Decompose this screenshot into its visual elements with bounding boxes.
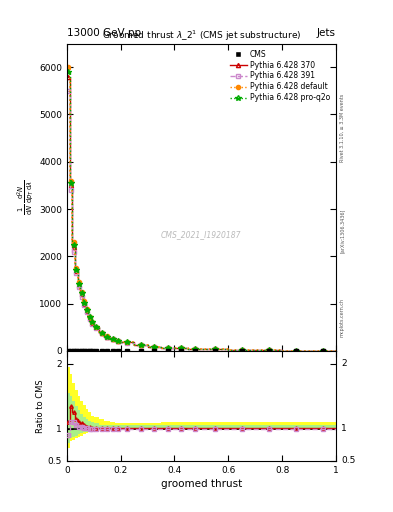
Text: mcplots.cern.ch: mcplots.cern.ch <box>340 298 345 337</box>
Bar <box>88 412 91 432</box>
Bar <box>70 374 72 441</box>
Bar <box>86 409 88 433</box>
Text: 2: 2 <box>342 359 347 369</box>
Bar <box>72 401 75 437</box>
Bar <box>188 422 202 431</box>
Bar <box>115 423 121 431</box>
Bar <box>115 425 121 431</box>
Bar <box>88 421 91 431</box>
Bar <box>202 422 228 431</box>
Bar <box>80 401 83 436</box>
X-axis label: groomed thrust: groomed thrust <box>161 479 242 489</box>
Bar <box>75 406 77 436</box>
Bar <box>110 425 115 431</box>
Bar <box>110 422 115 431</box>
Bar <box>91 416 94 432</box>
Bar <box>148 425 161 431</box>
Text: 1: 1 <box>342 424 347 433</box>
Bar <box>86 419 88 432</box>
Text: Jets: Jets <box>317 28 336 38</box>
Bar <box>77 411 80 434</box>
Bar <box>99 424 105 431</box>
Bar <box>67 367 70 448</box>
Bar <box>228 422 255 431</box>
Bar <box>161 425 174 431</box>
Text: [arXiv:1306.3436]: [arXiv:1306.3436] <box>340 208 345 252</box>
Bar <box>309 422 336 431</box>
Bar <box>255 422 282 431</box>
Bar <box>67 393 70 443</box>
Bar <box>77 396 80 437</box>
Y-axis label: $\frac{1}{\mathrm{d}N}\,\frac{\mathrm{d}^2N}{\mathrm{d}p_T\,\mathrm{d}\lambda}$: $\frac{1}{\mathrm{d}N}\,\frac{\mathrm{d}… <box>15 180 36 215</box>
Bar <box>70 396 72 438</box>
Bar <box>282 425 309 431</box>
Bar <box>94 423 99 431</box>
Bar <box>80 414 83 433</box>
Bar <box>83 417 86 432</box>
Bar <box>255 425 282 431</box>
Bar <box>309 425 336 431</box>
Bar <box>282 422 309 431</box>
Bar <box>202 425 228 431</box>
Bar <box>91 422 94 431</box>
Bar <box>99 419 105 431</box>
Text: CMS_2021_I1920187: CMS_2021_I1920187 <box>161 230 242 239</box>
Bar <box>148 423 161 431</box>
Bar <box>105 425 110 431</box>
Bar <box>134 425 148 431</box>
Bar <box>75 390 77 438</box>
Bar <box>72 383 75 440</box>
Text: 13000 GeV pp: 13000 GeV pp <box>67 28 141 38</box>
Title: Groomed thrust $\lambda\_2^1$ (CMS jet substructure): Groomed thrust $\lambda\_2^1$ (CMS jet s… <box>102 29 301 44</box>
Text: 0.5: 0.5 <box>342 456 356 465</box>
Bar <box>161 422 174 431</box>
Bar <box>105 421 110 431</box>
Bar <box>188 425 202 431</box>
Legend: CMS, Pythia 6.428 370, Pythia 6.428 391, Pythia 6.428 default, Pythia 6.428 pro-: CMS, Pythia 6.428 370, Pythia 6.428 391,… <box>228 47 332 104</box>
Bar <box>134 423 148 431</box>
Bar <box>121 425 134 431</box>
Bar <box>121 423 134 431</box>
Bar <box>83 406 86 434</box>
Bar <box>174 422 188 431</box>
Bar <box>174 425 188 431</box>
Y-axis label: Ratio to CMS: Ratio to CMS <box>36 379 45 433</box>
Bar <box>94 417 99 431</box>
Text: Rivet 3.1.10, ≥ 3.3M events: Rivet 3.1.10, ≥ 3.3M events <box>340 94 345 162</box>
Bar <box>228 425 255 431</box>
